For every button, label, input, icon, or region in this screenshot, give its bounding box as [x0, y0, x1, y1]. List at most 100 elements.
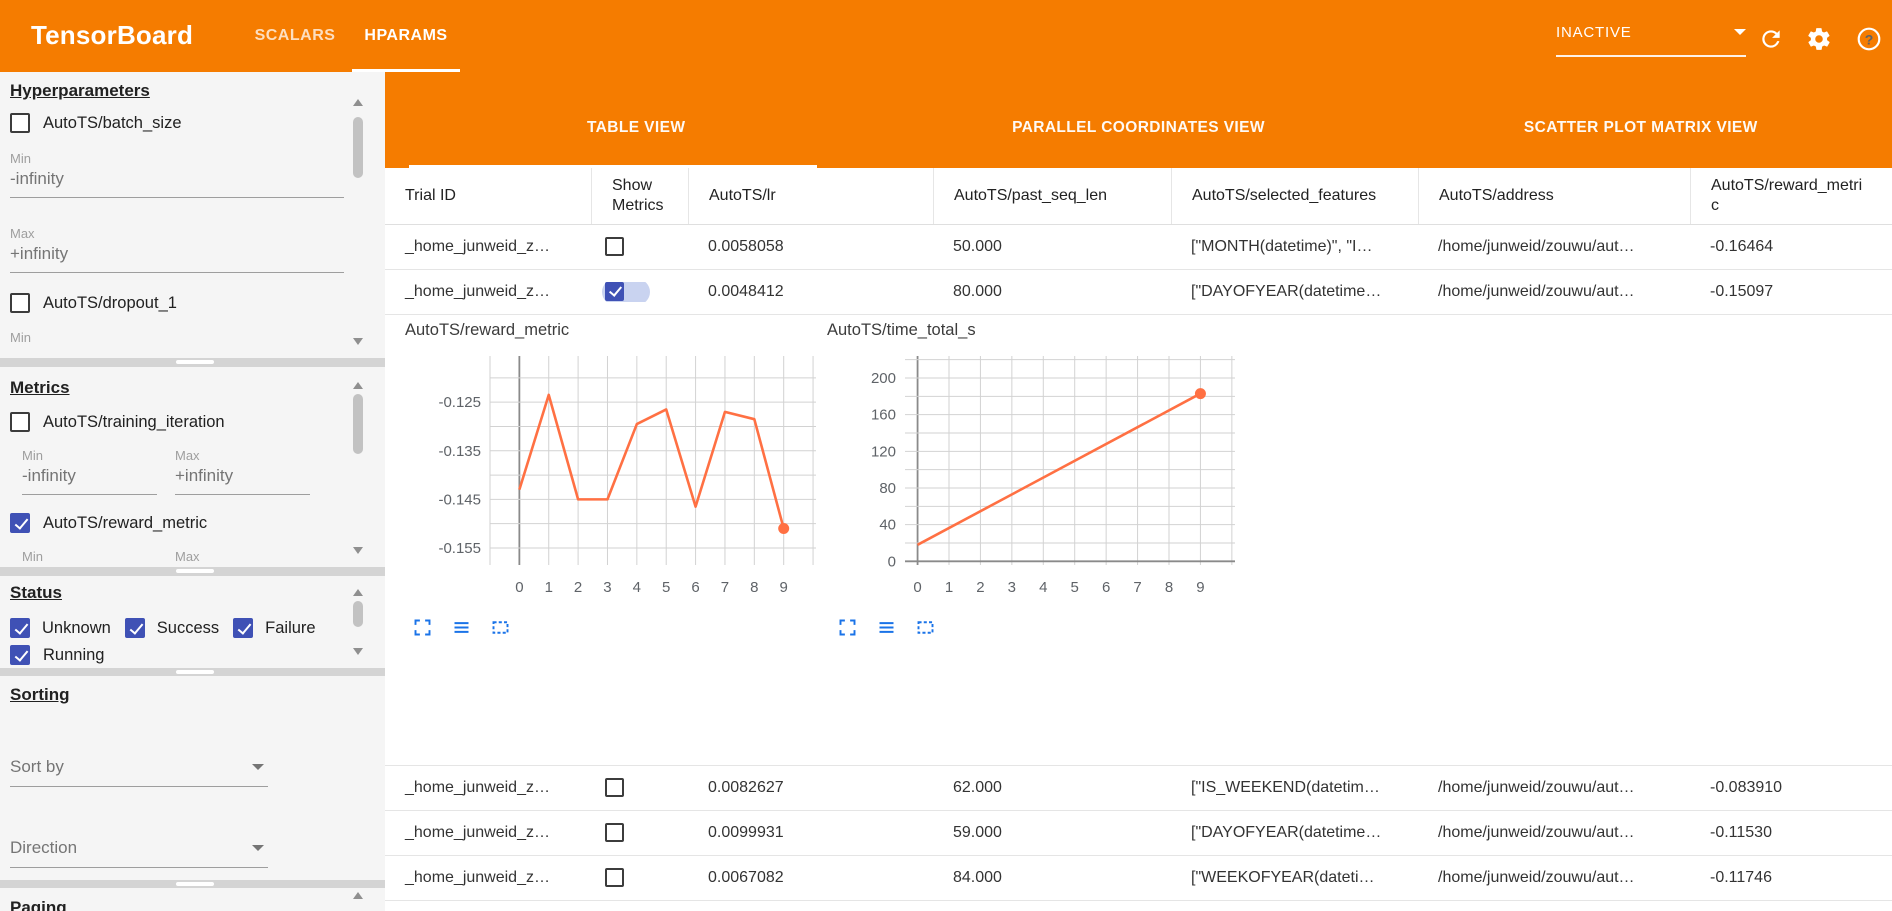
chart-toolbar: [835, 616, 937, 640]
show-metrics-checkbox[interactable]: [605, 778, 624, 797]
tab-scatter-plot-matrix-view[interactable]: SCATTER PLOT MATRIX VIEW: [1390, 72, 1892, 168]
scroll-up-arrow[interactable]: [353, 589, 363, 596]
svg-text:0: 0: [515, 579, 523, 596]
expand-icon[interactable]: [835, 616, 859, 640]
hyperparameters-section: Hyperparameters AutoTS/batch_size Min Ma…: [0, 72, 385, 358]
show-metrics-checkbox[interactable]: [605, 282, 624, 301]
reload-icon[interactable]: [1758, 26, 1784, 52]
batch-size-min-input[interactable]: [10, 166, 344, 198]
direction-placeholder: Direction: [10, 838, 77, 858]
scrollbar-thumb[interactable]: [353, 601, 363, 627]
sort-by-dropdown[interactable]: Sort by: [10, 757, 268, 787]
panel-resize-handle[interactable]: [0, 668, 385, 676]
svg-text:5: 5: [662, 579, 670, 596]
status-failure-checkbox[interactable]: [233, 618, 253, 638]
paging-title: Paging: [10, 898, 385, 911]
scrollbar-thumb[interactable]: [353, 394, 363, 454]
time-total-line-chart: 040801201602000123456789: [827, 343, 1292, 633]
status-title: Status: [10, 583, 385, 603]
chart-title: AutoTS/reward_metric: [405, 321, 569, 340]
app-bar: TensorBoard SCALARS HPARAMS INACTIVE ?: [0, 0, 1892, 72]
chevron-down-icon: [252, 764, 264, 770]
svg-text:7: 7: [721, 579, 729, 596]
scroll-up-arrow[interactable]: [353, 382, 363, 389]
svg-text:0: 0: [913, 579, 921, 596]
reward-metric-cell: -0.15097: [1690, 283, 1892, 301]
list-icon[interactable]: [874, 616, 898, 640]
expand-icon[interactable]: [410, 616, 434, 640]
sidebar: Hyperparameters AutoTS/batch_size Min Ma…: [0, 72, 385, 911]
show-metrics-checkbox[interactable]: [605, 823, 624, 842]
scrollbar-thumb[interactable]: [353, 117, 363, 178]
section-scrollbar: [352, 72, 364, 358]
table-row: _home_junweid_z…0.004841280.000["DAYOFYE…: [385, 270, 1892, 315]
show-metrics-cell: [591, 823, 688, 843]
status-unknown-label: Unknown: [42, 619, 111, 638]
table-row: _home_junweid_z…0.006708284.000["WEEKOFY…: [385, 856, 1892, 901]
selection-box-icon[interactable]: [913, 616, 937, 640]
min-label: Min: [10, 330, 385, 345]
section-scrollbar: [352, 576, 364, 668]
reward-metric-cell: -0.16464: [1690, 238, 1892, 256]
panel-resize-handle[interactable]: [0, 567, 385, 576]
tab-parallel-coordinates-view[interactable]: PARALLEL COORDINATES VIEW: [887, 72, 1389, 168]
panel-resize-handle[interactable]: [0, 358, 385, 367]
show-metrics-checkbox[interactable]: [605, 237, 624, 256]
metric-max-input[interactable]: [175, 463, 310, 495]
panel-resize-handle[interactable]: [0, 880, 385, 888]
svg-text:120: 120: [871, 443, 896, 460]
nav-tab-hparams[interactable]: HPARAMS: [350, 0, 462, 72]
batch-size-max-input[interactable]: [10, 241, 344, 273]
scroll-up-arrow[interactable]: [353, 99, 363, 106]
past-seq-len-cell: 50.000: [933, 238, 1171, 256]
scroll-down-arrow[interactable]: [353, 338, 363, 345]
app-title: TensorBoard: [31, 20, 193, 51]
metric-min-input[interactable]: [22, 463, 157, 495]
expanded-metrics-panel: AutoTS/reward_metric -0.125-0.135-0.145-…: [385, 315, 1892, 640]
svg-text:8: 8: [750, 579, 758, 596]
address-cell: /home/junweid/zouwu/aut…: [1418, 779, 1690, 797]
scroll-down-arrow[interactable]: [353, 547, 363, 554]
svg-text:80: 80: [879, 480, 896, 497]
svg-text:6: 6: [691, 579, 699, 596]
settings-gear-icon[interactable]: [1806, 26, 1832, 52]
table-header: Trial IDShow MetricsAutoTS/lrAutoTS/past…: [385, 168, 1892, 225]
list-icon[interactable]: [449, 616, 473, 640]
sort-by-placeholder: Sort by: [10, 757, 64, 777]
lr-cell: 0.0067082: [688, 869, 933, 887]
section-scrollbar: [352, 367, 364, 567]
chevron-down-icon: [252, 845, 264, 851]
show-metrics-checkbox[interactable]: [605, 868, 624, 887]
nav-tab-scalars[interactable]: SCALARS: [242, 0, 348, 72]
status-unknown-checkbox[interactable]: [10, 618, 30, 638]
svg-text:9: 9: [1196, 579, 1204, 596]
selected-features-cell: ["MONTH(datetime)", "I…: [1171, 238, 1418, 256]
chart-toolbar: [410, 616, 512, 640]
status-running-checkbox[interactable]: [10, 645, 30, 665]
column-header: AutoTS/address: [1418, 168, 1690, 224]
scroll-up-arrow[interactable]: [353, 892, 363, 899]
tab-table-view[interactable]: TABLE VIEW: [385, 72, 887, 168]
reward-metric-checkbox[interactable]: [10, 513, 30, 533]
max-label: Max: [175, 549, 310, 564]
dropout-checkbox[interactable]: [10, 293, 30, 313]
svg-text:1: 1: [945, 579, 953, 596]
help-icon[interactable]: ?: [1856, 26, 1882, 52]
max-label: Max: [175, 448, 310, 463]
hyperparameters-title: Hyperparameters: [10, 81, 385, 101]
show-metrics-cell: [591, 868, 688, 888]
run-status-dropdown[interactable]: INACTIVE: [1556, 24, 1746, 57]
status-success-checkbox[interactable]: [125, 618, 145, 638]
svg-text:40: 40: [879, 517, 896, 534]
svg-text:?: ?: [1865, 31, 1874, 47]
scroll-down-arrow[interactable]: [353, 648, 363, 655]
status-running-label: Running: [43, 646, 104, 665]
training-iteration-checkbox[interactable]: [10, 412, 30, 432]
svg-text:3: 3: [603, 579, 611, 596]
selection-box-icon[interactable]: [488, 616, 512, 640]
batch-size-checkbox[interactable]: [10, 113, 30, 133]
svg-text:7: 7: [1133, 579, 1141, 596]
section-scrollbar: [352, 888, 364, 911]
direction-dropdown[interactable]: Direction: [10, 838, 268, 868]
dropout-label: AutoTS/dropout_1: [43, 294, 177, 313]
